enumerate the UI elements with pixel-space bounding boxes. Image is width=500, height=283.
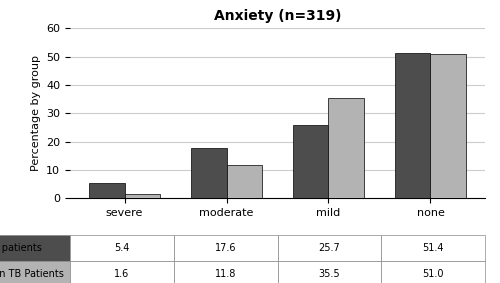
Bar bbox=[395, 53, 430, 198]
Bar bbox=[226, 165, 262, 198]
Bar bbox=[430, 54, 466, 198]
Bar bbox=[124, 194, 160, 198]
Bar bbox=[328, 98, 364, 198]
Bar bbox=[293, 125, 328, 198]
Bar bbox=[191, 148, 226, 198]
Y-axis label: Percentage by group: Percentage by group bbox=[30, 55, 40, 171]
Title: Anxiety (n=319): Anxiety (n=319) bbox=[214, 9, 341, 23]
Bar bbox=[89, 183, 124, 198]
